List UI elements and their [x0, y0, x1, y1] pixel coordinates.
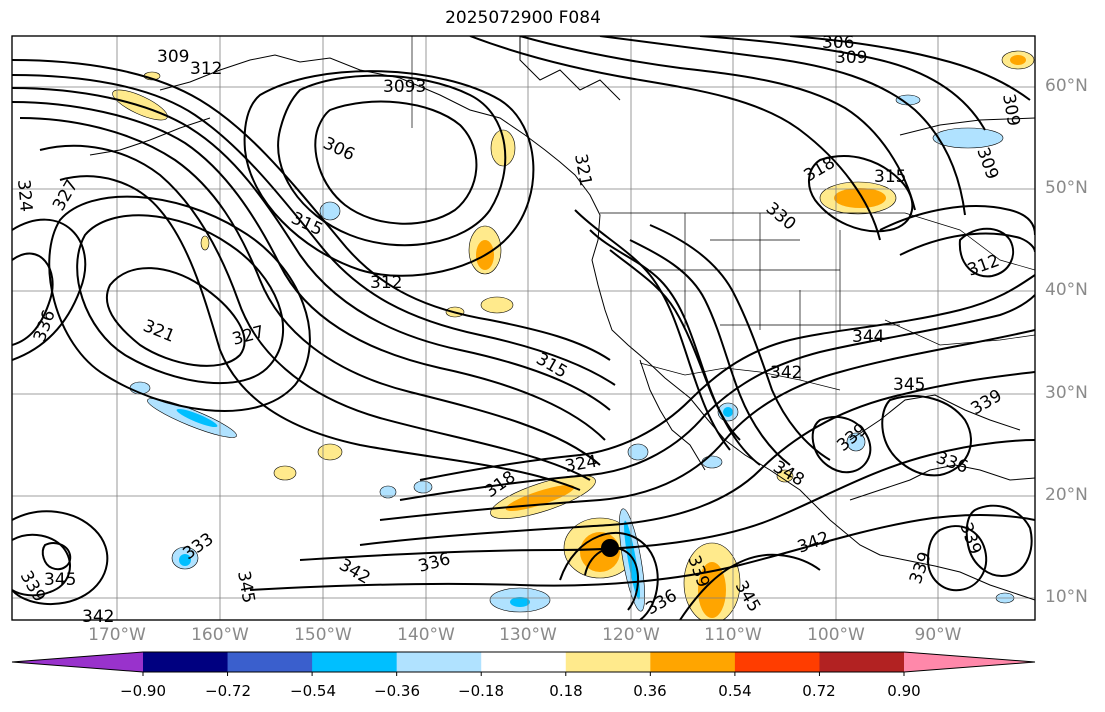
colorbar-extension-low — [12, 652, 143, 672]
shade-positive-mid — [834, 188, 886, 208]
shade-negative-mid — [176, 408, 218, 428]
shade-negative-mid — [179, 554, 191, 566]
latitude-label: 20°N — [1045, 485, 1088, 505]
contour-label: 342 — [770, 363, 802, 383]
contour-lines — [12, 36, 1035, 620]
shade-positive — [480, 296, 514, 314]
colorbar-tick-label: −0.90 — [120, 682, 166, 700]
contour-label: 345 — [893, 375, 925, 395]
longitude-label: 90°W — [914, 625, 962, 645]
colorbar-tick-label: −0.36 — [374, 682, 420, 700]
colorbar-segment — [143, 652, 229, 672]
contour-label: 315 — [874, 167, 906, 187]
coastlines — [89, 36, 1035, 601]
colorbar-tick-label: 0.90 — [887, 682, 921, 700]
latitude-label: 30°N — [1045, 383, 1088, 403]
contour-label: 3093 — [383, 77, 426, 97]
colorbar-segment — [312, 652, 398, 672]
colorbar-tick-label: 0.72 — [802, 682, 836, 700]
colorbar-tick-label: 0.54 — [718, 682, 752, 700]
longitude-label: 150°W — [294, 625, 352, 645]
latitude-label: 50°N — [1045, 178, 1088, 198]
shade-negative — [846, 432, 866, 452]
shade-negative — [379, 485, 397, 499]
colorbar-segment — [734, 652, 820, 672]
longitude-label: 160°W — [191, 625, 249, 645]
shade-negative — [932, 127, 1004, 149]
contour-label: 312 — [370, 273, 402, 293]
shade-negative — [319, 201, 341, 221]
colorbar-segment — [565, 652, 651, 672]
contour-label: 345 — [44, 570, 76, 590]
contour-label: 306 — [822, 33, 854, 53]
colorbar-segment — [396, 652, 482, 672]
shade-positive — [776, 469, 794, 483]
contour-label: 312 — [190, 59, 222, 79]
shade-positive-mid — [505, 485, 575, 511]
shade-positive — [273, 465, 297, 481]
shade-negative — [701, 455, 723, 469]
latitude-label: 60°N — [1045, 76, 1088, 96]
shade-positive — [490, 129, 516, 167]
colorbar-segment — [227, 652, 313, 672]
colorbar-segment — [481, 652, 567, 672]
map-title: 2025072900 F084 — [445, 8, 601, 28]
colorbar-segment — [650, 652, 736, 672]
latitude-label: 40°N — [1045, 280, 1088, 300]
shade-negative — [413, 480, 433, 494]
contour-label: 344 — [852, 327, 884, 347]
shade-negative-mid — [624, 520, 640, 600]
colorbar-tick-label: 0.36 — [633, 682, 667, 700]
longitude-label: 130°W — [499, 625, 557, 645]
colorbar-tick-label: −0.72 — [205, 682, 251, 700]
shade-positive-mid — [1010, 55, 1026, 65]
colorbar-tick-label: 0.18 — [549, 682, 583, 700]
colorbar-extension-high — [904, 652, 1035, 672]
latitude-label: 10°N — [1045, 587, 1088, 607]
colorbar-segment — [819, 652, 905, 672]
longitude-label: 140°W — [397, 625, 455, 645]
contour-label: 309 — [835, 48, 867, 68]
tropical-cyclone-dot-icon — [601, 539, 619, 557]
contour-label: 324 — [13, 179, 36, 213]
shade-negative — [627, 443, 649, 461]
colorbar-tick-label: −0.18 — [458, 682, 504, 700]
shade-positive — [317, 443, 343, 461]
contour-label: 342 — [82, 607, 114, 627]
shade-negative-mid — [510, 597, 530, 607]
colorbar — [11, 651, 1036, 676]
longitude-label: 100°W — [807, 625, 865, 645]
contour-label: 309 — [157, 47, 189, 67]
longitude-label: 170°W — [88, 625, 146, 645]
colorbar-tick-label: −0.54 — [290, 682, 336, 700]
longitude-label: 120°W — [602, 625, 660, 645]
shade-negative-mid — [723, 407, 733, 417]
longitude-label: 110°W — [704, 625, 762, 645]
shade-positive — [200, 235, 210, 251]
